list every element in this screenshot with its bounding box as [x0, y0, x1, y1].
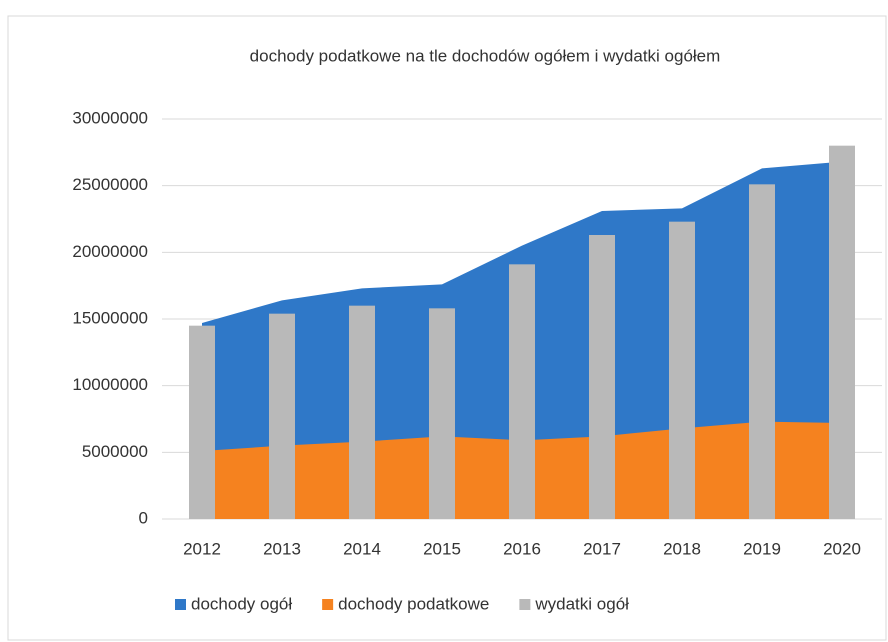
x-tick-label: 2015: [423, 539, 461, 558]
bar: [349, 305, 375, 519]
chart-title: dochody podatkowe na tle dochodów ogółem…: [250, 46, 721, 65]
bar: [429, 308, 455, 519]
x-tick-label: 2018: [663, 539, 701, 558]
bar: [829, 145, 855, 519]
y-tick-label: 10000000: [72, 375, 148, 394]
bar: [509, 264, 535, 519]
bar: [269, 313, 295, 519]
x-tick-label: 2013: [263, 539, 301, 558]
y-tick-label: 20000000: [72, 242, 148, 261]
legend-swatch: [519, 599, 531, 610]
bar: [589, 235, 615, 519]
y-tick-label: 5000000: [82, 442, 148, 461]
bar: [189, 325, 215, 519]
legend-label: wydatki ogół: [534, 594, 629, 613]
y-tick-label: 30000000: [72, 108, 148, 127]
bar: [669, 221, 695, 519]
y-tick-label: 25000000: [72, 175, 148, 194]
x-tick-label: 2019: [743, 539, 781, 558]
x-tick-label: 2012: [183, 539, 221, 558]
y-tick-label: 15000000: [72, 308, 148, 327]
x-tick-label: 2016: [503, 539, 541, 558]
legend-label: dochody ogół: [191, 594, 292, 613]
bar: [749, 184, 775, 520]
x-tick-label: 2020: [823, 539, 861, 558]
legend-swatch: [175, 599, 186, 610]
y-tick-label: 0: [139, 508, 148, 527]
x-tick-label: 2014: [343, 539, 381, 558]
x-tick-label: 2017: [583, 539, 621, 558]
legend-label: dochody podatkowe: [338, 594, 489, 613]
legend-swatch: [322, 599, 334, 610]
